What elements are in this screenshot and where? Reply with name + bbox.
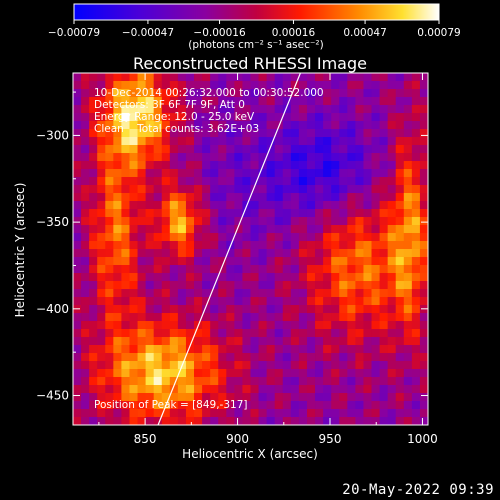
colorbar-tick-label: 0.00047 bbox=[343, 27, 386, 39]
annotation-detectors: Detectors: 3F 6F 7F 9F, Att 0 bbox=[94, 99, 245, 111]
y-axis: −300 −350 −400 −450 bbox=[36, 91, 428, 403]
y-tick-label: −400 bbox=[36, 302, 69, 316]
colorbar-tick-label: −0.00079 bbox=[48, 27, 100, 39]
colorbar-tick-label: 0.00079 bbox=[417, 27, 460, 39]
colorbar: −0.00079 −0.00047 −0.00016 0.00016 0.00047 0.… bbox=[48, 3, 461, 51]
annotation-peak-position: Position of Peak = [849,-317] bbox=[94, 399, 248, 411]
y-axis-label: Heliocentric Y (arcsec) bbox=[13, 183, 27, 318]
x-tick-label: 900 bbox=[226, 432, 249, 446]
solar-limb-line bbox=[157, 72, 301, 426]
colorbar-tick-label: −0.00016 bbox=[193, 27, 246, 39]
timestamp-footer: 20-May-2022 09:39 bbox=[342, 482, 494, 498]
y-tick-label: −300 bbox=[36, 128, 69, 142]
colorbar-tick-label: 0.00016 bbox=[272, 27, 316, 39]
x-axis-label: Heliocentric X (arcsec) bbox=[182, 447, 318, 461]
y-tick-label: −450 bbox=[36, 389, 69, 403]
colorbar-unit-label: (photons cm⁻² s⁻¹ asec⁻²) bbox=[188, 39, 323, 51]
annotation-energy-range: Energy Range: 12.0 - 25.0 keV bbox=[94, 111, 255, 123]
x-tick-label: 1000 bbox=[407, 432, 438, 446]
colorbar-strip bbox=[73, 3, 440, 21]
plot-frame bbox=[72, 72, 429, 426]
x-tick-label: 950 bbox=[319, 432, 342, 446]
y-tick-label: −350 bbox=[36, 215, 69, 229]
colorbar-ticks: −0.00079 −0.00047 −0.00016 0.00016 0.00047 0.… bbox=[48, 20, 461, 39]
x-tick-label: 850 bbox=[134, 432, 157, 446]
colorbar-tick-label: −0.00047 bbox=[122, 27, 174, 39]
observation-annotations: 10-Dec-2014 00:26:32.000 to 00:30:52.000… bbox=[94, 87, 324, 411]
annotation-time-range: 10-Dec-2014 00:26:32.000 to 00:30:52.000 bbox=[94, 87, 324, 99]
x-axis: 850 900 950 1000 bbox=[98, 73, 438, 446]
chart-title: Reconstructed RHESSI Image bbox=[133, 54, 367, 73]
heatmap-image bbox=[73, 73, 428, 425]
annotation-clean-counts: Clean Total counts: 3.62E+03 bbox=[94, 123, 259, 135]
